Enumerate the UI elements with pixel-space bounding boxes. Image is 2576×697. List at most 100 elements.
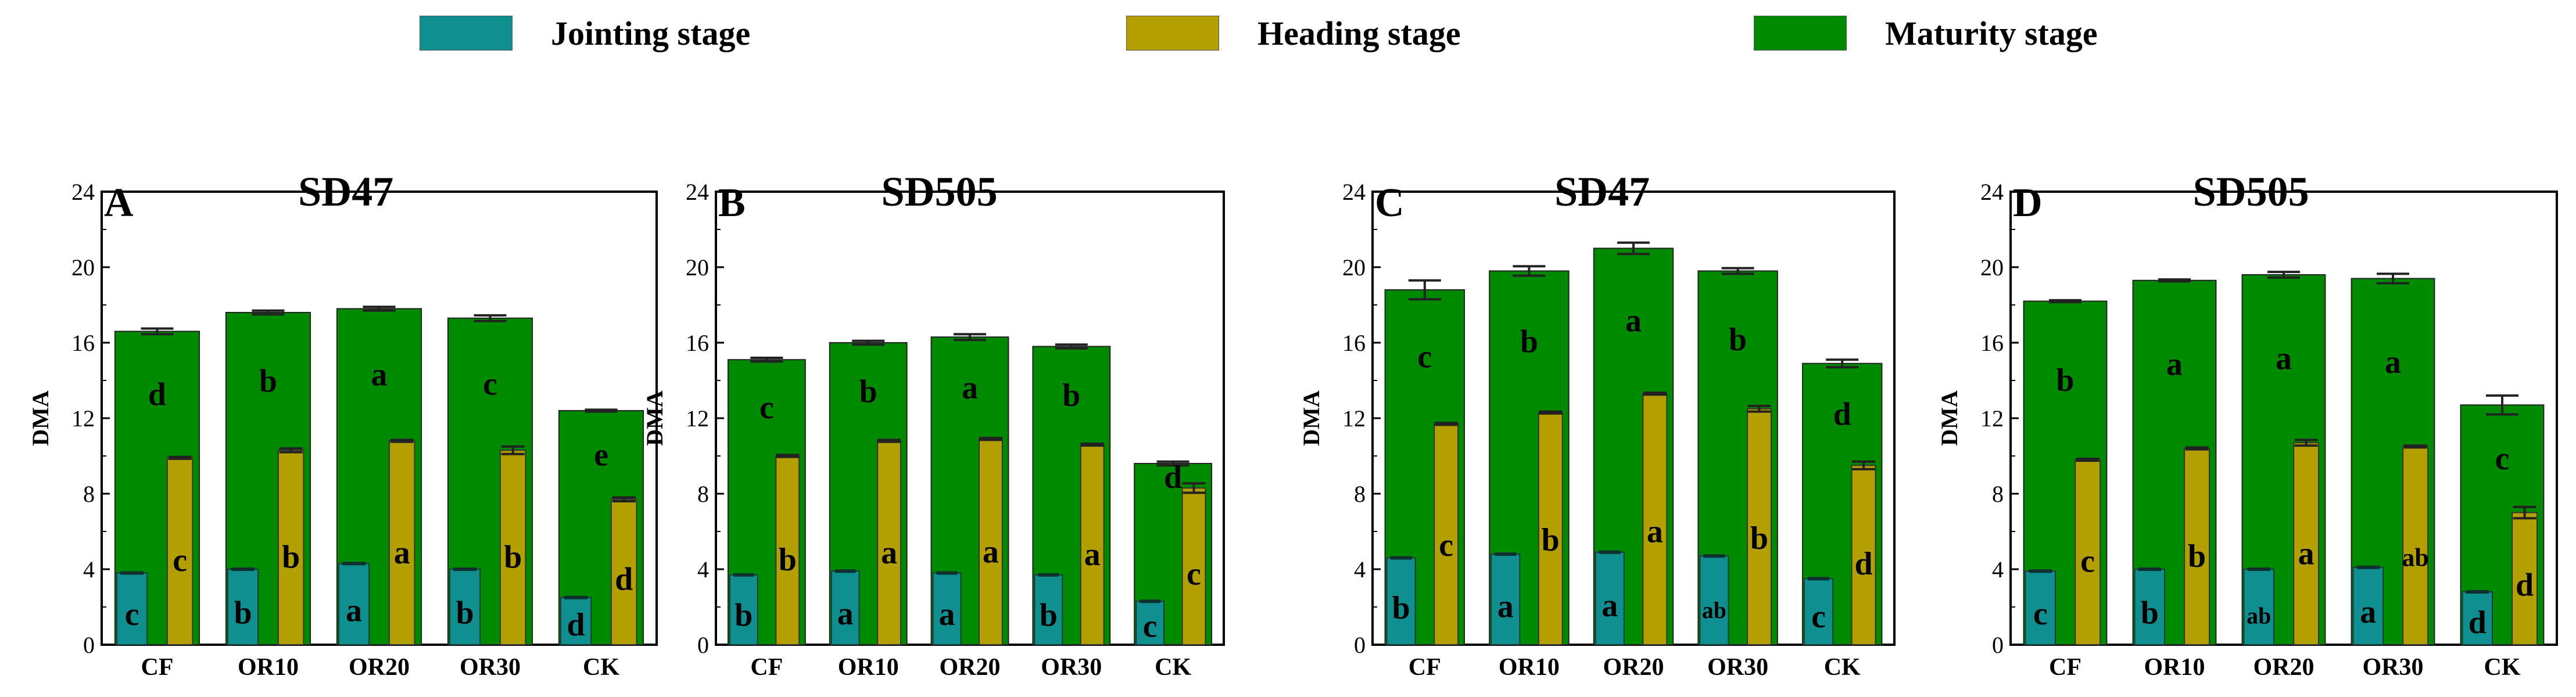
maturity-sig-label: d: [1164, 459, 1182, 495]
heading-sig-label: a: [1084, 537, 1101, 573]
maturity-sig-label: a: [962, 370, 978, 406]
heading-bar: [1746, 408, 1772, 645]
y-tick-label: 4: [83, 556, 95, 583]
y-tick-label: 0: [83, 632, 95, 658]
maturity-sig-label: b: [2056, 362, 2074, 398]
x-tick-label: CK: [2484, 654, 2521, 681]
maturity-sig-label: b: [1520, 324, 1538, 360]
y-tick-label: 20: [71, 254, 95, 281]
jointing-bar: [1803, 578, 1834, 645]
heading-sig-label: b: [1750, 520, 1768, 556]
jointing-sig-label: a: [1602, 588, 1618, 624]
x-tick-label: OR30: [2363, 654, 2424, 681]
jointing-sig-label: b: [456, 595, 474, 631]
panel-title: SD505: [2193, 168, 2309, 215]
x-tick-label: CF: [750, 654, 783, 681]
panel-title: SD505: [882, 168, 998, 215]
x-tick-label: OR10: [2144, 654, 2205, 681]
x-tick-label: CF: [1409, 654, 1441, 681]
maturity-sig-label: b: [1062, 378, 1080, 414]
y-tick-label: 0: [697, 632, 709, 658]
heading-bar: [1080, 444, 1105, 645]
heading-sig-label: a: [394, 535, 410, 571]
y-tick-label: 12: [1342, 405, 1366, 432]
legend-swatch-maturity: [1754, 16, 1847, 51]
heading-bar: [978, 438, 1003, 645]
jointing-sig-label: a: [2360, 594, 2376, 630]
jointing-sig-label: d: [2468, 605, 2487, 641]
heading-bar: [166, 457, 194, 645]
jointing-bar: [1491, 554, 1521, 645]
jointing-bar: [2462, 591, 2493, 645]
jointing-sig-label: b: [2141, 595, 2159, 631]
y-tick-label: 4: [697, 556, 709, 583]
x-tick-label: OR20: [2253, 654, 2315, 681]
y-tick-label: 12: [1980, 405, 2004, 432]
jointing-bar: [2243, 569, 2274, 645]
x-tick-label: OR20: [1603, 654, 1664, 681]
x-tick-label: CF: [2049, 654, 2081, 681]
maturity-sig-label: a: [1625, 303, 1642, 339]
jointing-sig-label: b: [735, 597, 753, 633]
heading-bar: [610, 498, 637, 645]
x-tick-label: OR30: [1041, 654, 1102, 681]
heading-sig-label: a: [983, 534, 999, 570]
jointing-sig-label: ab: [1702, 597, 1726, 623]
jointing-bar: [1135, 601, 1165, 645]
jointing-bar: [116, 572, 148, 645]
panel-title: SD47: [298, 168, 393, 215]
y-tick-label: 12: [686, 405, 709, 432]
maturity-sig-label: c: [759, 390, 774, 426]
jointing-bar: [560, 597, 592, 645]
panel-letter: A: [104, 181, 134, 225]
y-axis-label: DMA: [1936, 390, 1962, 446]
heading-sig-label: d: [2516, 567, 2534, 603]
jointing-bar: [1386, 557, 1416, 645]
heading-sig-label: c: [2080, 544, 2095, 580]
legend-item-jointing: Jointing stage: [420, 13, 750, 53]
heading-sig-label: c: [1187, 556, 1201, 592]
heading-sig-label: b: [2188, 538, 2206, 574]
jointing-bar: [2352, 566, 2384, 645]
y-axis-label: DMA: [27, 390, 53, 446]
jointing-sig-label: b: [1392, 590, 1410, 626]
legend-swatch-jointing: [420, 16, 513, 51]
legend: Jointing stage Heading stage Maturity st…: [0, 0, 2576, 76]
panel-title: SD47: [1554, 168, 1650, 215]
panel-letter: B: [718, 181, 746, 225]
y-tick-label: 0: [1992, 632, 2004, 658]
jointing-bar: [932, 572, 962, 645]
maturity-sig-label: c: [1417, 339, 1432, 375]
legend-label-jointing: Jointing stage: [551, 14, 751, 52]
maturity-sig-label: a: [2276, 341, 2292, 377]
jointing-sig-label: a: [938, 597, 955, 633]
jointing-bar: [449, 569, 481, 645]
y-tick-label: 20: [686, 254, 709, 281]
heading-bar: [2184, 448, 2210, 645]
x-tick-label: CF: [141, 654, 174, 681]
maturity-sig-label: b: [259, 364, 277, 400]
y-tick-label: 24: [1342, 179, 1366, 205]
jointing-sig-label: b: [1040, 597, 1058, 633]
y-tick-label: 8: [83, 481, 95, 507]
x-tick-label: OR10: [1499, 654, 1560, 681]
x-tick-label: OR20: [349, 654, 410, 681]
y-axis-label: DMA: [642, 390, 668, 446]
y-tick-label: 4: [1354, 556, 1366, 583]
maturity-sig-label: c: [483, 367, 497, 403]
y-tick-label: 20: [1342, 254, 1366, 281]
maturity-sig-label: d: [148, 376, 166, 412]
x-tick-label: OR30: [460, 654, 521, 681]
heading-bar: [499, 450, 526, 645]
x-tick-label: OR10: [838, 654, 899, 681]
maturity-sig-label: d: [1833, 397, 1851, 433]
jointing-sig-label: ab: [2247, 602, 2271, 628]
y-tick-label: 0: [1354, 632, 1366, 658]
x-tick-label: OR10: [238, 654, 299, 681]
jointing-bar: [2025, 570, 2056, 645]
maturity-sig-label: a: [2385, 344, 2401, 380]
